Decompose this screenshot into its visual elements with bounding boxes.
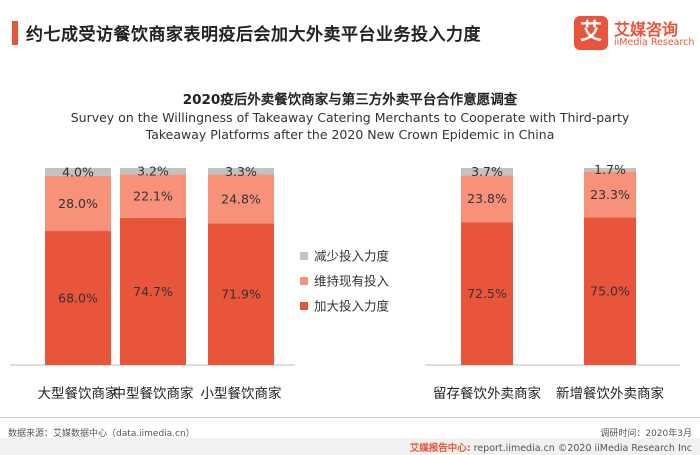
bottom-credit: 艾媒报告中心: report.iimedia.cn ©2020 iiMedia … <box>410 440 692 454</box>
logo-cn-text: 艾媒咨询 <box>614 20 679 39</box>
page-title: 约七成受访餐饮商家表明疫后会加大外卖平台业务投入力度 <box>26 25 481 45</box>
bottom-credit-text: report.iimedia.cn ©2020 iiMedia Research… <box>473 443 692 454</box>
data-label: 1.7% <box>594 162 626 177</box>
footer-source: 数据来源：艾媒数据中心（data.iimedia.cn） <box>8 429 195 439</box>
legend-swatch-0 <box>300 252 308 260</box>
bar-segment-0-0-2 <box>45 168 111 176</box>
footer-divider <box>0 417 700 418</box>
iimedia-logo: 艾 艾媒咨询 iiMedia Research <box>574 16 695 56</box>
category-label: 新增餐饮外卖商家 <box>556 385 664 402</box>
data-label: 3.3% <box>225 164 257 179</box>
category-label: 中型餐饮商家 <box>113 385 194 402</box>
bar-segment-0-1-1 <box>120 174 186 218</box>
data-label: 72.5% <box>467 286 507 301</box>
bar-segment-1-0-1 <box>461 175 513 223</box>
data-label: 3.7% <box>471 164 503 179</box>
data-label: 23.3% <box>590 187 630 202</box>
bar-segment-0-1-2 <box>120 168 186 175</box>
data-label: 23.8% <box>467 191 507 206</box>
data-label: 74.7% <box>133 284 173 299</box>
data-label: 24.8% <box>221 191 261 206</box>
category-label: 大型餐饮商家 <box>38 385 119 402</box>
chart-title-en-line2: Takeaway Platforms after the 2020 New Cr… <box>145 127 555 142</box>
bar-segment-1-1-0 <box>584 217 636 365</box>
bar-segment-1-0-0 <box>461 222 513 365</box>
footer-survey-date: 调研时间：2020年3月 <box>600 429 692 439</box>
category-label: 留存餐饮外卖商家 <box>433 385 541 402</box>
logo-en-text: iiMedia Research <box>614 37 695 48</box>
logo-mark-icon: 艾 <box>574 16 608 50</box>
legend-label-0: 减少投入力度 <box>314 249 390 264</box>
bar-segment-1-0-2 <box>461 168 513 176</box>
header-accent-bar <box>12 21 18 45</box>
bar-segment-0-2-1 <box>208 174 274 224</box>
bar-segment-1-1-1 <box>584 171 636 218</box>
data-label: 71.9% <box>221 287 261 302</box>
bottom-credit-mark: 艾媒报告中心: <box>409 443 471 454</box>
data-label: 28.0% <box>58 196 98 211</box>
data-label: 75.0% <box>590 284 630 299</box>
data-label: 3.2% <box>137 164 169 179</box>
bottom-strip <box>0 438 700 455</box>
data-label: 22.1% <box>133 189 173 204</box>
bar-segment-0-0-1 <box>45 175 111 232</box>
legend-swatch-2 <box>300 302 308 310</box>
data-label: 68.0% <box>58 291 98 306</box>
legend-label-2: 加大投入力度 <box>314 299 390 314</box>
bar-segment-0-2-2 <box>208 168 274 175</box>
bar-segment-0-0-0 <box>45 231 111 365</box>
bar-segment-0-2-0 <box>208 223 274 365</box>
data-label: 4.0% <box>62 164 94 179</box>
bar-segment-1-1-2 <box>584 168 636 172</box>
legend-swatch-1 <box>300 277 308 285</box>
bar-segment-0-1-0 <box>120 217 186 365</box>
chart-title-cn: 2020疫后外卖餐饮商家与第三方外卖平台合作意愿调查 <box>182 92 518 108</box>
chart-title-en-line1: Survey on the Willingness of Takeaway Ca… <box>70 110 630 125</box>
category-label: 小型餐饮商家 <box>201 385 282 402</box>
legend-label-1: 维持现有投入 <box>314 274 390 289</box>
